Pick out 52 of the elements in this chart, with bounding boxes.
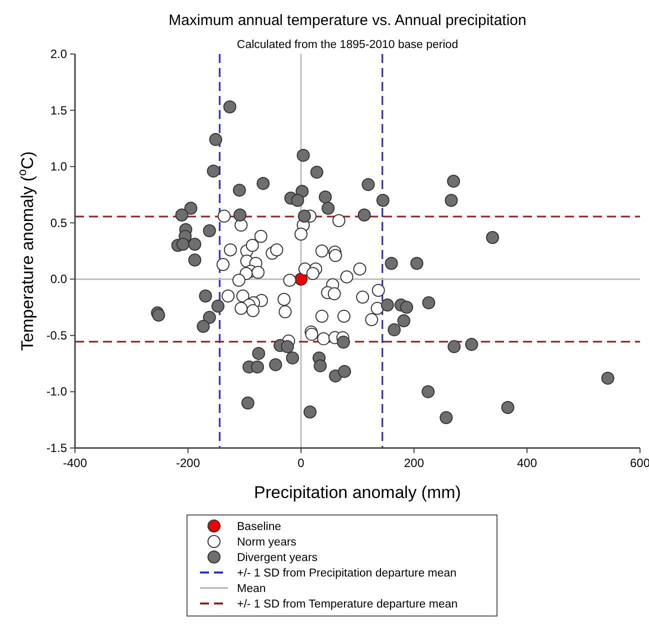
x-tick-label: -200 [176,456,200,470]
legend-label: Divergent years [237,552,318,564]
point [372,284,385,297]
point [232,274,246,287]
point [328,249,342,262]
point [337,310,350,323]
point [222,290,235,303]
chart-subtitle: Calculated from the 1895-2010 base period [236,39,458,51]
chart-title: Maximum annual temperature vs. Annual precipitation [168,12,526,29]
point [278,292,291,306]
y-tick-label: 0.5 [50,216,68,230]
point [315,310,328,323]
y-tick-label: 2.0 [50,47,68,61]
x-tick-label: 0 [298,456,305,470]
point [353,262,366,276]
point [246,304,260,318]
legend-label: +/- 1 SD from Temperature departure mean [237,598,458,610]
legend-label: Mean [237,583,266,595]
x-tick-label: -400 [62,456,88,470]
point [224,243,237,256]
y-tick-label: -1.0 [46,384,68,399]
point [365,313,378,326]
point [246,238,259,252]
legend-label: Baseline [237,521,282,533]
point [340,270,354,284]
point [332,214,346,228]
point [306,267,320,280]
y-tick-label: 0.0 [50,272,68,286]
point [328,287,341,300]
point [315,244,328,258]
point [216,258,230,272]
y-tick-label: 1.0 [50,160,68,174]
y-tick-label: -0.5 [46,328,68,342]
point [234,302,248,315]
point [252,266,265,279]
x-axis-title: Precipitation anomaly (mm) [254,483,461,502]
point [278,305,292,318]
x-tick-label: 200 [404,456,424,470]
point [218,210,231,223]
y-tick-label: 1.5 [50,103,68,118]
point [283,274,296,287]
legend-label: Norm years [237,536,297,548]
point [370,302,384,315]
point [356,290,370,304]
x-tick-label: 400 [516,456,538,470]
legend-label: +/- 1 SD from Precipitation departure mean [237,568,457,580]
point [294,228,308,241]
y-tick-label: -1.5 [46,441,68,455]
point [254,230,268,243]
point [236,290,250,303]
point [270,243,284,256]
point [317,332,330,346]
